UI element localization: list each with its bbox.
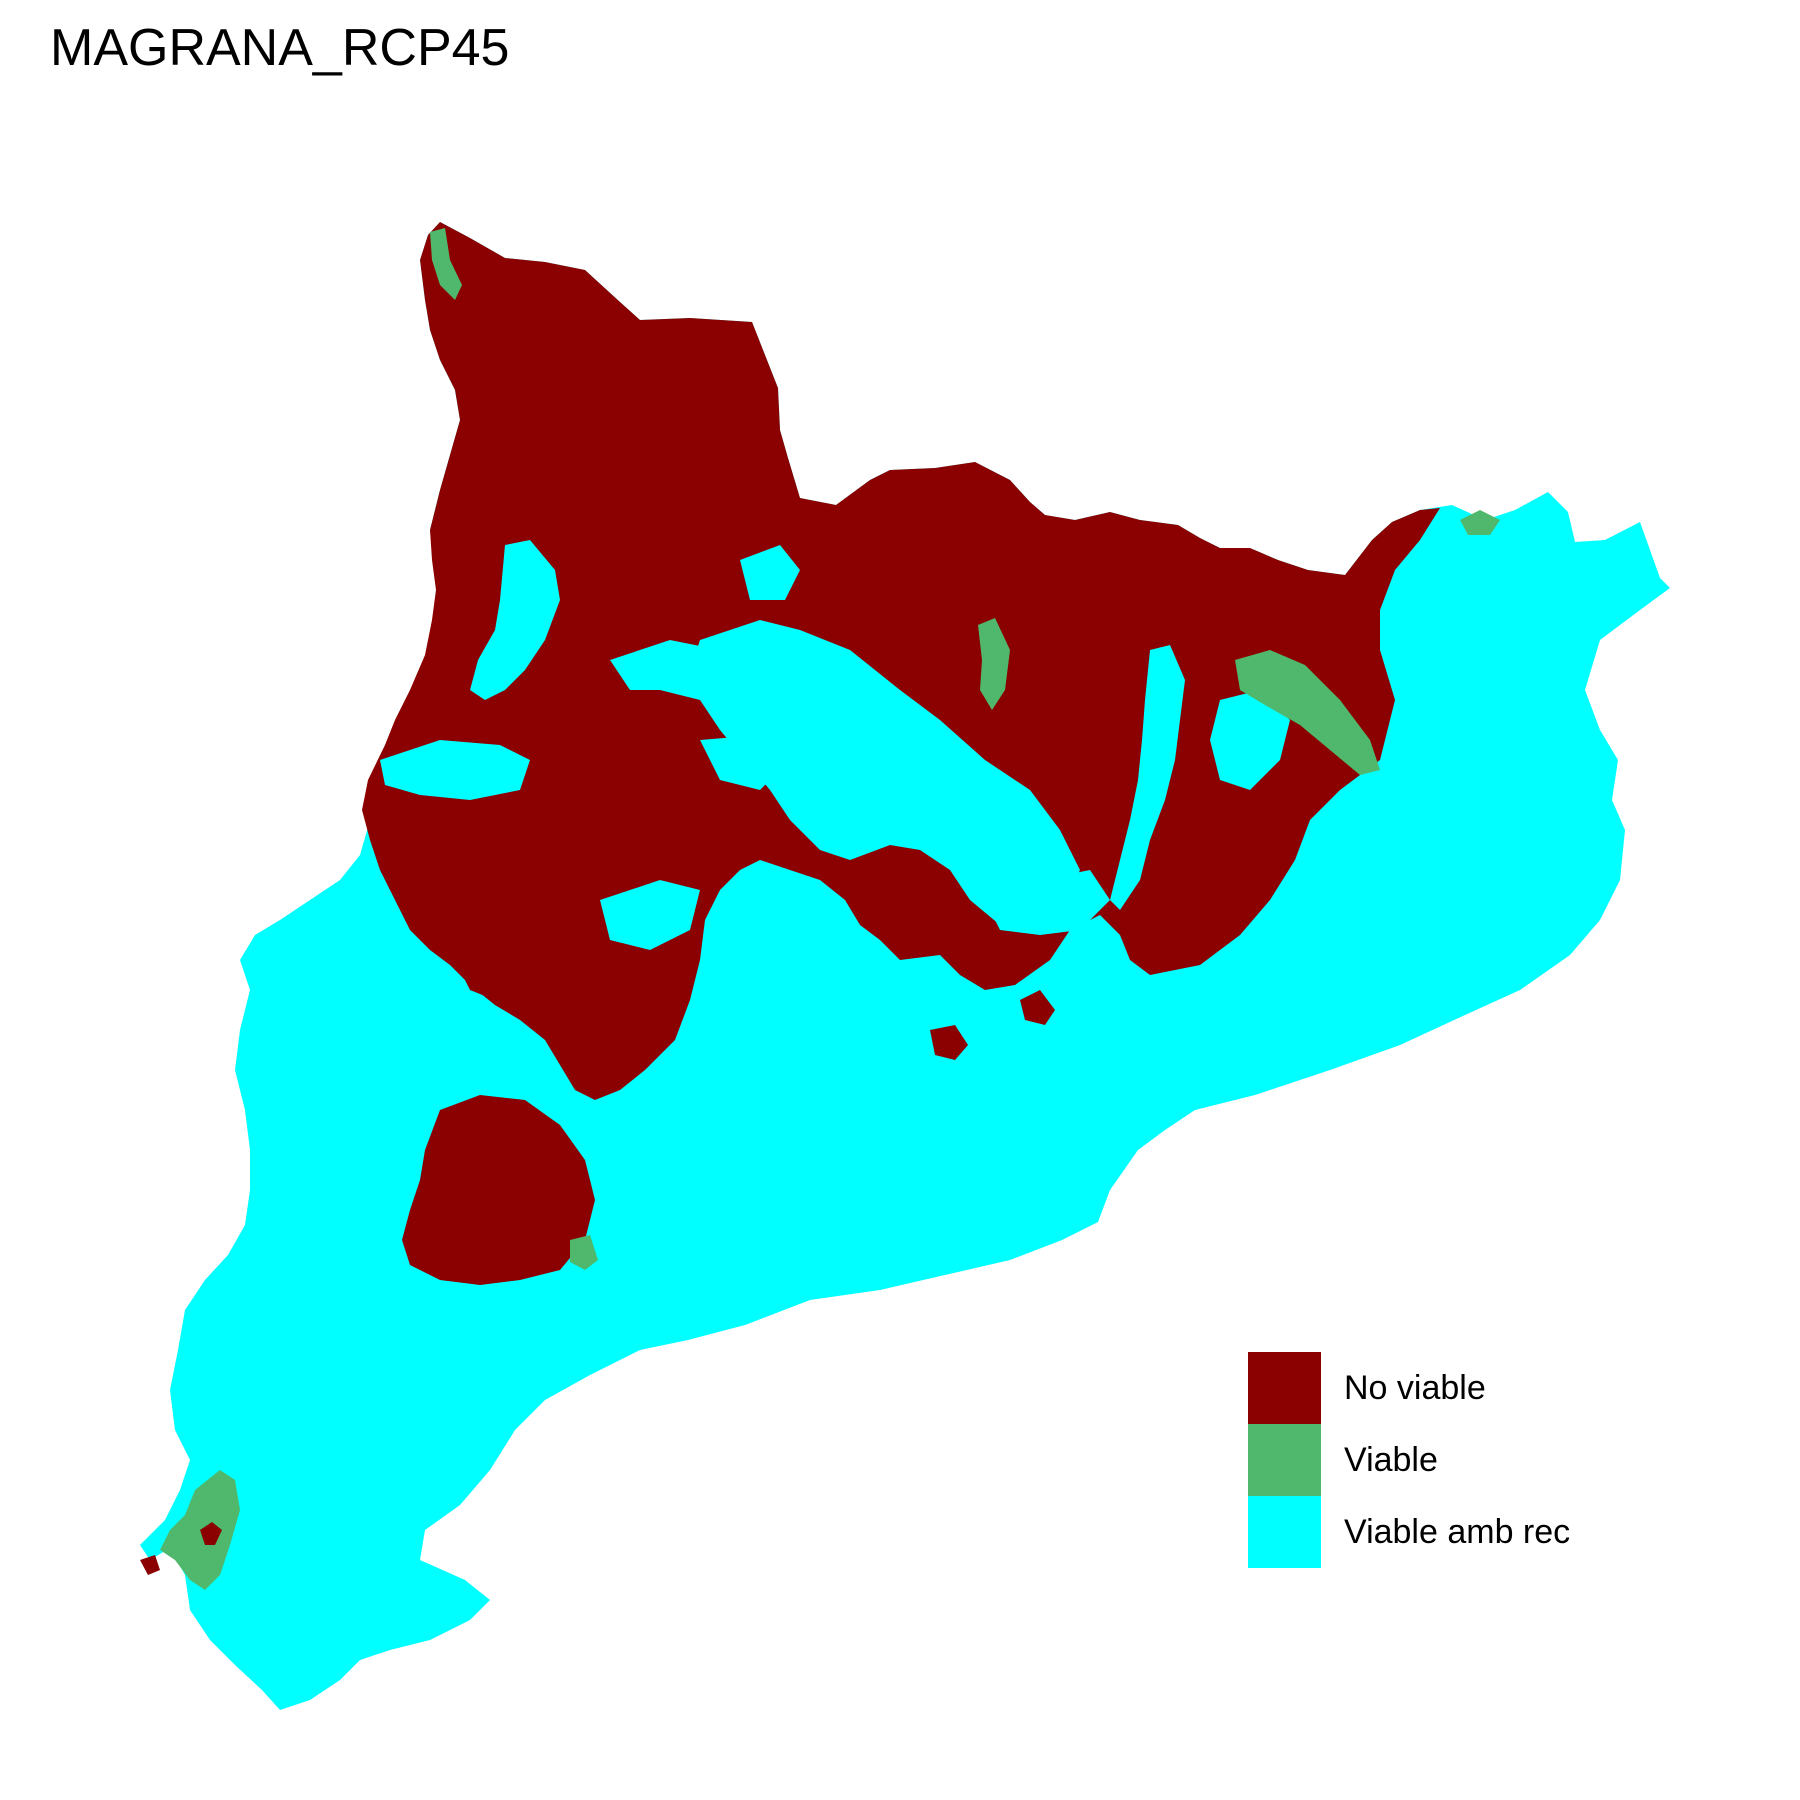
region-no-viable-ebro-delta [200, 1522, 222, 1545]
region-viable-3 [978, 618, 1010, 710]
valley-patch-3 [1110, 645, 1185, 910]
map-title: MAGRANA_RCP45 [50, 19, 510, 77]
valley-patch-10 [740, 545, 800, 600]
legend-label-no-viable: No viable [1344, 1368, 1486, 1407]
valley-patch-9 [600, 880, 700, 950]
region-viable-2 [1235, 650, 1380, 775]
legend-swatch-no-viable [1248, 1352, 1321, 1424]
legend-label-viable: Viable [1344, 1440, 1438, 1479]
valley-patch-8 [1210, 690, 1290, 790]
legend-item-viable-amb-rec: Viable amb rec [1248, 1496, 1570, 1568]
region-viable-1 [430, 228, 462, 300]
valley-patch-7 [985, 870, 1110, 935]
region-no-viable-small-1 [930, 1025, 968, 1060]
legend: No viable Viable Viable amb rec [1248, 1352, 1570, 1568]
legend-swatch-viable-amb-rec [1248, 1496, 1321, 1568]
valley-patch-2 [470, 540, 560, 700]
legend-label-viable-amb-rec: Viable amb rec [1344, 1512, 1571, 1551]
valley-patch-6 [700, 735, 790, 790]
legend-item-no-viable: No viable [1248, 1352, 1570, 1424]
region-no-viable-south [402, 1095, 595, 1285]
region-no-viable-ebro-delta-2 [140, 1555, 160, 1575]
valley-patch-5 [380, 740, 530, 800]
region-viable-4 [1460, 510, 1500, 535]
valley-patch-4 [610, 640, 730, 700]
legend-item-viable: Viable [1248, 1424, 1570, 1496]
region-no-viable-small-2 [1020, 990, 1055, 1025]
valley-patch-1 [690, 620, 1080, 930]
legend-swatch-viable [1248, 1424, 1321, 1496]
region-no-viable-north [362, 222, 1440, 1100]
region-viable-5 [570, 1235, 598, 1270]
region-no-viable-blob [460, 945, 535, 1000]
